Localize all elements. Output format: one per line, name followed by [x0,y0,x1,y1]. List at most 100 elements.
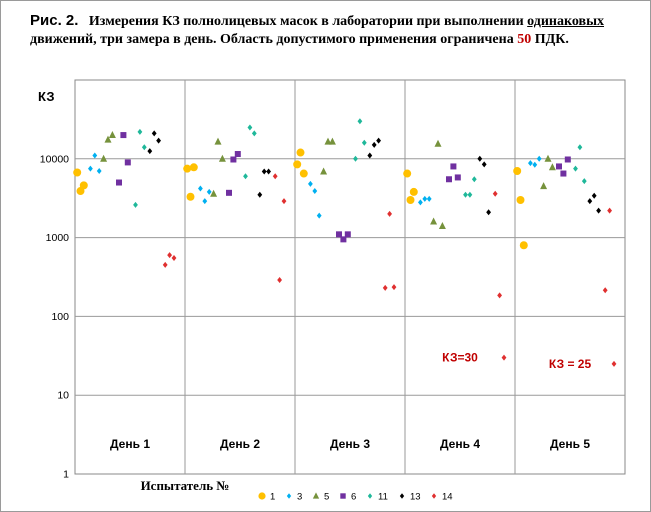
data-point [371,141,377,148]
data-point [544,154,552,162]
data-point [481,161,487,168]
data-point [367,152,373,159]
legend-label: 14 [442,492,453,503]
legend: 1 3 5 6 11 13 14 [258,492,453,503]
legend-marker [286,493,292,499]
data-point [277,276,282,283]
y-axis-label: КЗ [38,89,55,104]
data-point [353,155,358,162]
data-point [426,195,432,202]
data-point [422,195,428,202]
figure-number: Рис. 2 [30,12,75,29]
data-point [446,176,452,183]
data-point [602,287,608,294]
data-point [124,159,131,166]
data-point [312,188,318,195]
data-point [218,154,226,162]
data-point [189,163,198,172]
data-point [104,135,112,143]
data-point [328,137,336,145]
data-point [519,241,528,250]
data-point [596,207,601,214]
data-point [296,148,305,157]
data-point [230,156,237,163]
legend-label: 1 [270,492,275,503]
data-point [202,198,208,205]
caption-text-3: ПДК. [534,32,569,47]
data-point [513,167,522,176]
data-point [387,210,392,217]
data-point [344,231,351,238]
data-point [611,360,617,367]
data-point [528,160,533,167]
series-6 [116,132,571,243]
data-point [96,168,102,175]
data-point [403,169,412,178]
data-point [214,137,222,145]
data-point [467,191,473,198]
x-axis-label: Испытатель № [141,478,230,493]
data-point [308,180,313,187]
data-point [577,144,583,151]
data-point [162,261,168,268]
data-point [409,187,418,196]
series-13 [147,130,601,216]
data-point [137,128,143,135]
legend-marker [258,492,266,500]
y-tick-label: 10 [57,390,69,402]
data-point [100,154,108,162]
data-point [226,189,232,196]
data-point [340,236,347,243]
data-point [257,191,263,198]
data-point [560,170,567,177]
group-label: День 3 [330,437,370,451]
group-label: День 5 [550,437,590,451]
data-point [251,130,257,137]
data-point [450,163,457,170]
annotation-label: КЗ = 25 [549,357,592,371]
data-point [581,178,587,185]
data-point [486,209,491,216]
data-point [320,167,328,175]
data-point [532,161,538,168]
data-point [147,148,153,155]
data-point [92,152,98,159]
data-point [210,189,218,197]
data-point [73,168,82,177]
legend-marker [340,493,346,499]
legend-label: 5 [324,492,329,503]
data-point [183,164,192,173]
data-point [382,284,388,291]
legend-marker [431,493,437,499]
legend-label: 3 [297,492,302,503]
data-point [120,132,127,139]
data-point [198,185,203,192]
data-point [261,168,267,175]
data-point [556,163,562,170]
data-point [497,292,502,299]
data-point [573,165,578,172]
data-point [171,255,177,262]
caption-text-2: движений, три замера в день. Область доп… [30,32,518,47]
series-3 [88,152,542,219]
data-point [116,179,122,186]
data-point [492,190,498,197]
data-point [206,188,212,195]
data-point [324,137,332,145]
data-point [454,174,461,181]
legend-marker [399,493,405,499]
caption-underlined: одинаковых [527,14,605,29]
y-tick-label: 1000 [46,232,70,244]
data-point [316,212,322,219]
caption-limit: 50 [517,32,532,47]
y-tick-label: 1 [63,469,69,481]
data-point [357,118,363,125]
data-point [376,137,381,144]
legend-label: 13 [410,492,421,503]
data-point [406,196,415,205]
data-point [548,163,556,171]
group-label: День 4 [440,437,480,451]
data-point [477,155,483,162]
data-point [607,207,612,214]
data-point [247,124,253,131]
